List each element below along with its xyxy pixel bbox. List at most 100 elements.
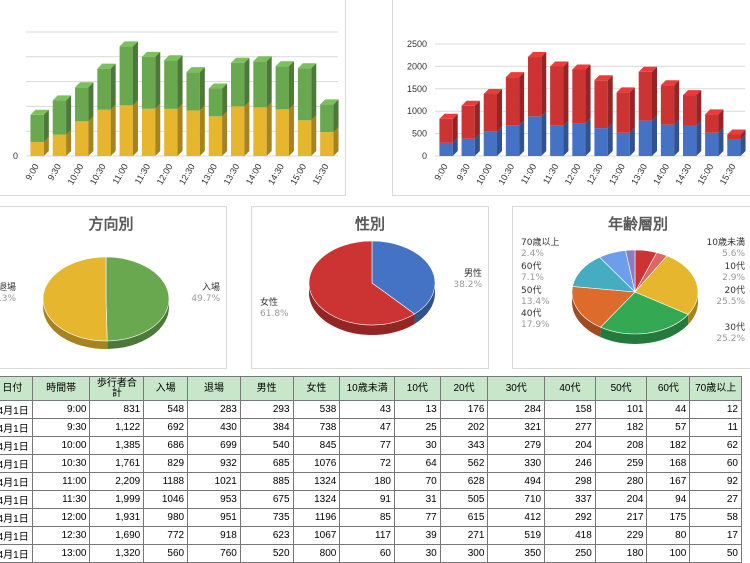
pie-slice bbox=[600, 291, 689, 335]
table-cell: 538 bbox=[292, 400, 341, 419]
pie-slice-side bbox=[43, 299, 108, 349]
x-tick-label: 15:00 bbox=[696, 162, 716, 187]
table-cell: 735 bbox=[239, 508, 294, 527]
bar-segment-side bbox=[43, 109, 49, 142]
bar-segment bbox=[572, 69, 586, 124]
table-cell: 158 bbox=[544, 400, 596, 419]
table-cell: 47 bbox=[339, 418, 395, 437]
table-cell: 953 bbox=[187, 490, 241, 509]
pie-slice bbox=[371, 240, 436, 315]
pie-slice bbox=[571, 286, 636, 328]
table-cell: 918 bbox=[187, 526, 241, 545]
bar-segment-side bbox=[452, 113, 458, 143]
x-tick-label: 12:00 bbox=[563, 162, 583, 187]
table-cell: 25 bbox=[394, 418, 441, 437]
bar-segment-side bbox=[652, 115, 657, 156]
table-cell: 430 bbox=[187, 418, 241, 437]
table-cell: 350 bbox=[487, 544, 546, 563]
bar-segment-side bbox=[311, 63, 317, 121]
pie-direction-label-exit: 退場 50.3% bbox=[0, 283, 16, 304]
bar-segment-side bbox=[563, 120, 569, 156]
table-cell: 27 bbox=[689, 490, 742, 509]
bar-segment bbox=[660, 124, 675, 156]
x-tick-label: 14:30 bbox=[673, 162, 693, 187]
table-cell: 80 bbox=[646, 526, 691, 545]
bar-segment-side bbox=[266, 56, 272, 108]
x-tick-label: 12:00 bbox=[155, 162, 175, 187]
table-cell: 685 bbox=[239, 454, 294, 473]
table-cell: 180 bbox=[594, 544, 648, 563]
bar-top bbox=[528, 52, 547, 58]
bar-segment-side bbox=[88, 116, 94, 156]
bar-segment-side bbox=[740, 129, 746, 140]
table-cell: 246 bbox=[544, 454, 596, 473]
bar-top bbox=[705, 109, 724, 115]
pedestrian-data-table: 日付 時間帯 歩行者合計 入場 退場 男性 女性 10歳未満 10代 20代 30代 40代 50代 60… bbox=[0, 376, 742, 563]
pie-slice bbox=[572, 256, 636, 293]
x-tick-label: 14:00 bbox=[651, 162, 671, 187]
bar-top bbox=[505, 72, 525, 78]
bar-segment-side bbox=[740, 134, 746, 156]
table-cell: 283 bbox=[187, 400, 241, 419]
table-cell: 167 bbox=[646, 472, 691, 491]
bar-top bbox=[231, 57, 250, 63]
table-cell: 57 bbox=[646, 418, 691, 437]
table-cell: 182 bbox=[594, 418, 648, 437]
bar-segment bbox=[660, 85, 675, 125]
table-cell: 1,999 bbox=[89, 490, 145, 509]
table-cell: 12 bbox=[689, 400, 742, 419]
table-cell: 250 bbox=[544, 544, 596, 563]
y-tick-label: 0 bbox=[13, 151, 18, 161]
bar-top bbox=[439, 113, 458, 119]
x-tick-label: 11:00 bbox=[110, 162, 130, 186]
pie-direction-card: 方向別 退場 50.3% 入場 49.7% bbox=[0, 206, 227, 369]
bar-segment bbox=[594, 128, 608, 156]
bar-segment-side bbox=[519, 120, 525, 156]
bar-top bbox=[30, 109, 49, 115]
table-cell: 91 bbox=[339, 490, 395, 509]
y-tick-label: 500 bbox=[412, 129, 427, 139]
table-cell: 4月1日 bbox=[0, 526, 33, 545]
bar-segment bbox=[275, 109, 289, 156]
bar-segment bbox=[208, 116, 223, 156]
column-header: 男性 bbox=[239, 376, 294, 401]
pie-age-title: 年齢層別 bbox=[607, 215, 668, 233]
pie-slice-side bbox=[600, 314, 689, 344]
table-cell: 204 bbox=[594, 490, 648, 509]
bar-segment-side bbox=[43, 136, 49, 156]
table-cell: 1196 bbox=[292, 508, 341, 527]
bar-segment bbox=[528, 116, 542, 156]
bar-top bbox=[727, 129, 746, 135]
table-cell: 101 bbox=[594, 400, 648, 419]
table-cell: 13:00 bbox=[31, 544, 91, 563]
pie-age-label-50s: 50代 13.4% bbox=[521, 286, 550, 307]
table-cell: 1046 bbox=[143, 490, 189, 509]
table-cell: 4月1日 bbox=[0, 544, 33, 563]
table-cell: 50 bbox=[689, 544, 742, 563]
x-tick-label: 14:30 bbox=[266, 162, 286, 187]
bar-segment-side bbox=[222, 83, 228, 117]
table-cell: 202 bbox=[439, 418, 489, 437]
pie-gender-label-male: 男性 38.2% bbox=[453, 269, 482, 290]
bar-top bbox=[275, 61, 294, 67]
bar-segment bbox=[97, 109, 111, 156]
table-cell: 17 bbox=[689, 526, 742, 545]
bar-segment bbox=[97, 68, 111, 110]
bar-top bbox=[97, 63, 116, 69]
bar-segment bbox=[75, 121, 89, 156]
table-cell: 548 bbox=[143, 400, 189, 419]
table-row: 4月1日 13:00 1,320 560 760 520 800 60 30 300 350 250 1… bbox=[0, 544, 742, 563]
bar-top bbox=[483, 88, 502, 94]
bar-segment-side bbox=[288, 61, 294, 110]
table-cell: 4月1日 bbox=[0, 454, 33, 473]
table-cell: 623 bbox=[239, 526, 294, 545]
bar-segment-side bbox=[244, 57, 250, 107]
bar-segment bbox=[616, 92, 630, 133]
pie-direction-title: 方向別 bbox=[88, 215, 134, 233]
x-tick-label: 10:30 bbox=[496, 162, 516, 187]
table-cell: 279 bbox=[487, 436, 546, 455]
bar-segment bbox=[52, 134, 67, 156]
bar-segment bbox=[638, 71, 652, 121]
table-cell: 11:30 bbox=[31, 490, 91, 509]
column-header: 時間帯 bbox=[31, 376, 91, 401]
